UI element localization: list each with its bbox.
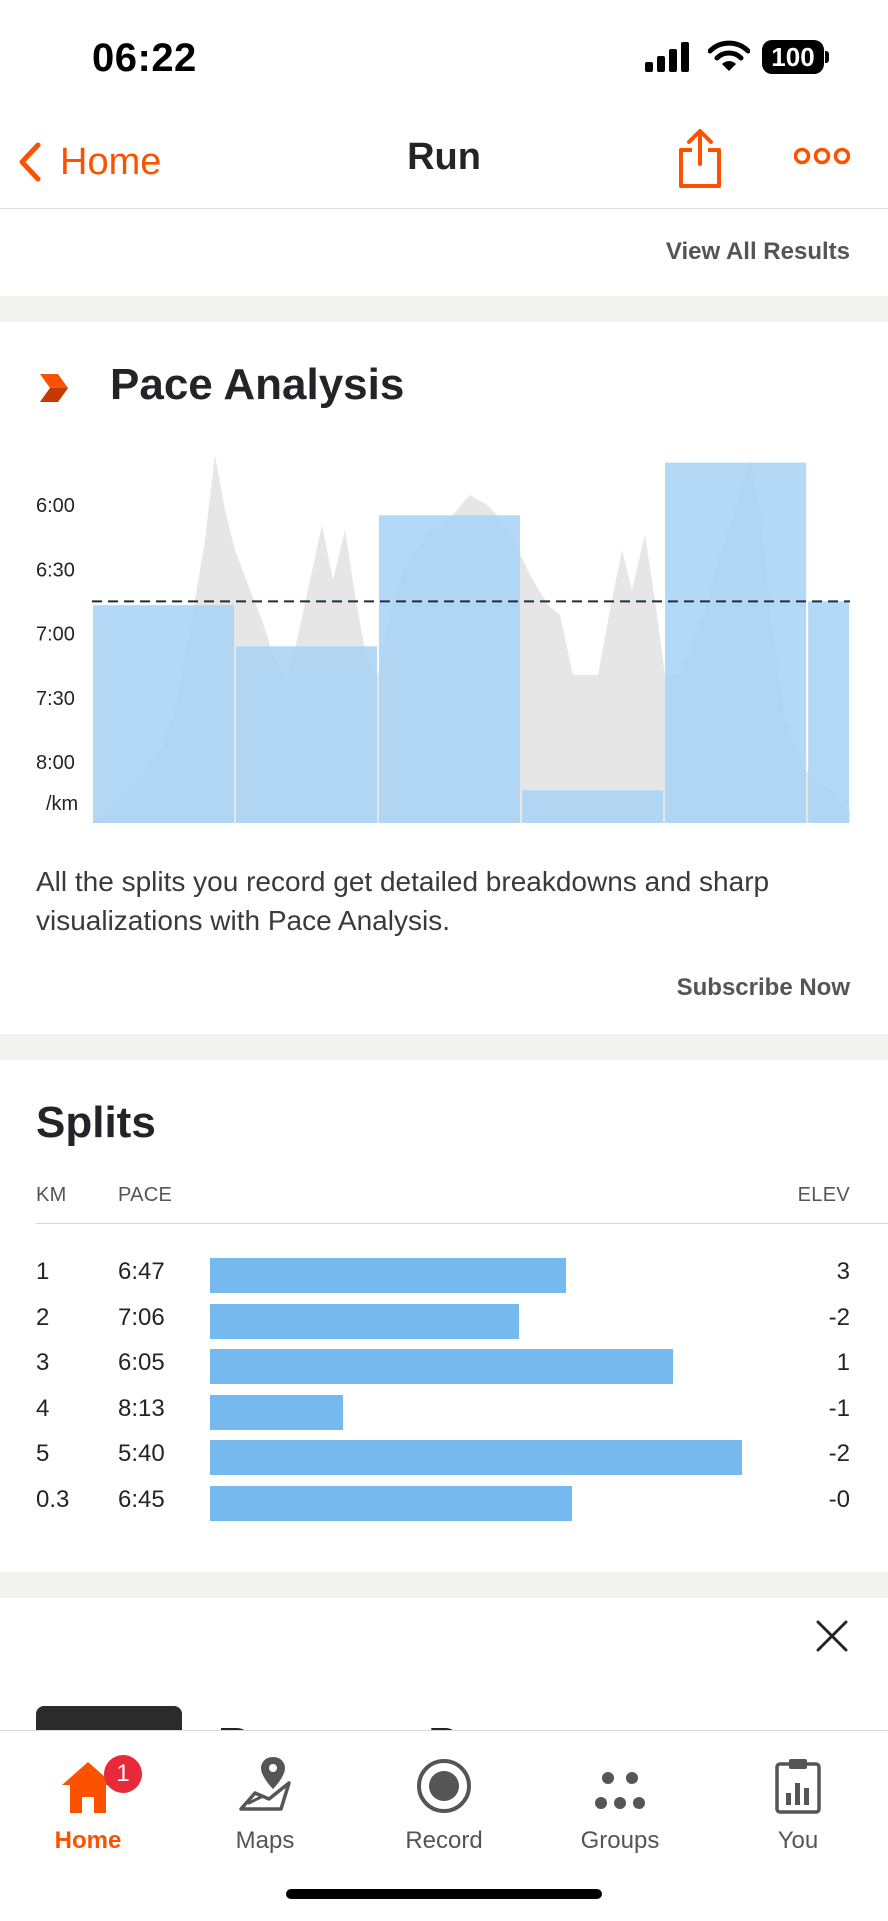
split-pace-bar [210,1303,519,1339]
y-axis-tick-label: 7:00 [36,624,75,646]
y-axis-tick-label: /km [46,793,78,815]
record-icon [417,1759,471,1813]
split-elev: -2 [828,1303,850,1331]
tab-maps-label: Maps [235,1827,295,1854]
split-elev: -0 [828,1485,850,1513]
splits-header-pace: PACE [118,1184,173,1206]
split-km: 2 [36,1303,50,1331]
y-axis-tick-label: 7:30 [36,688,75,710]
groups-icon [595,1772,645,1809]
pace-analysis-title: Pace Analysis [110,360,405,409]
home-indicator [286,1889,602,1899]
split-km: 3 [36,1349,50,1376]
tab-you-label: You [777,1827,819,1854]
split-pace-bar [210,1440,742,1475]
pace-split-bar [808,601,849,823]
splits-header-elev: ELEV [797,1184,850,1206]
subscription-chevron-icon [40,374,68,402]
pace-analysis-chart: 6:00 6:30 7:00 7:30 8:00/km [36,455,850,823]
tab-record[interactable]: Record [374,1745,514,1855]
pace-split-bar [665,462,807,823]
split-km: 0.3 [36,1485,70,1513]
split-row: 5 5:40 -2 [0,1432,888,1478]
nav-bar: Run Home [0,118,888,209]
status-time: 06:22 [92,36,197,80]
pace-split-bar [236,646,377,823]
home-icon [62,1762,114,1813]
pace-analysis-description: All the splits you record get detailed b… [36,866,770,936]
split-row: 0.3 6:45 -0 [0,1478,888,1524]
y-axis-tick-label: 8:00 [36,752,75,774]
y-axis-tick-label: 6:00 [36,495,75,517]
battery-icon: 100 [762,40,824,74]
split-row: 3 6:05 1 [0,1341,888,1387]
split-pace: 8:13 [118,1394,165,1422]
section-divider [0,1034,888,1060]
chevron-left-icon [19,142,41,182]
split-pace-bar [210,1394,343,1430]
back-label: Home [60,140,162,183]
split-pace-bar [210,1258,566,1293]
map-pin-icon [239,1757,291,1811]
status-bar: 06:22 100 [0,0,888,118]
subscribe-now-link[interactable]: Subscribe Now [676,974,850,1001]
split-pace: 7:06 [118,1303,165,1331]
notification-badge: 1 [104,1755,142,1793]
split-row: 2 7:06 -2 [0,1296,888,1342]
splits-header-divider [36,1223,888,1224]
recovery-programs-title: Recovery Programs [218,1714,634,1730]
split-elev: 3 [836,1258,850,1285]
tab-home[interactable]: 1 Home [18,1745,158,1855]
pace-split-bar [379,515,520,823]
split-pace-bar [210,1485,572,1521]
split-pace-bar [210,1349,673,1384]
nav-title: Run [407,136,481,178]
split-elev: 1 [836,1349,850,1376]
section-divider [0,296,888,322]
view-all-results-link[interactable]: View All Results [665,238,850,265]
tab-record-label: Record [405,1827,483,1854]
split-pace: 6:47 [118,1258,165,1285]
pace-split-bar [93,605,234,823]
split-pace: 6:05 [118,1349,165,1376]
tab-home-label: Home [54,1827,122,1854]
cellular-signal-icon [645,42,689,72]
split-pace: 6:45 [118,1485,165,1513]
tab-groups[interactable]: Groups [550,1745,690,1855]
splits-title: Splits [36,1098,156,1147]
split-elev: -1 [828,1394,850,1422]
tab-maps[interactable]: Maps [195,1745,335,1855]
split-pace: 5:40 [118,1440,165,1467]
battery-tip [825,51,829,63]
pace-split-bar [522,790,664,823]
back-button[interactable]: Home [18,134,161,190]
split-km: 1 [36,1258,50,1285]
split-row: 1 6:47 3 [0,1250,888,1296]
splits-header-km: KM [36,1184,67,1206]
close-icon[interactable] [814,1618,850,1654]
tab-you[interactable]: You [728,1745,868,1855]
split-elev: -2 [828,1440,850,1467]
clipboard-chart-icon [775,1759,821,1814]
tab-groups-label: Groups [580,1827,660,1854]
wifi-icon [708,40,750,71]
split-km: 4 [36,1394,50,1422]
more-options-icon[interactable] [794,144,850,168]
split-row: 4 8:13 -1 [0,1387,888,1433]
split-km: 5 [36,1440,50,1467]
y-axis-tick-label: 6:30 [36,559,75,581]
section-divider [0,1572,888,1598]
share-icon[interactable] [676,128,724,190]
